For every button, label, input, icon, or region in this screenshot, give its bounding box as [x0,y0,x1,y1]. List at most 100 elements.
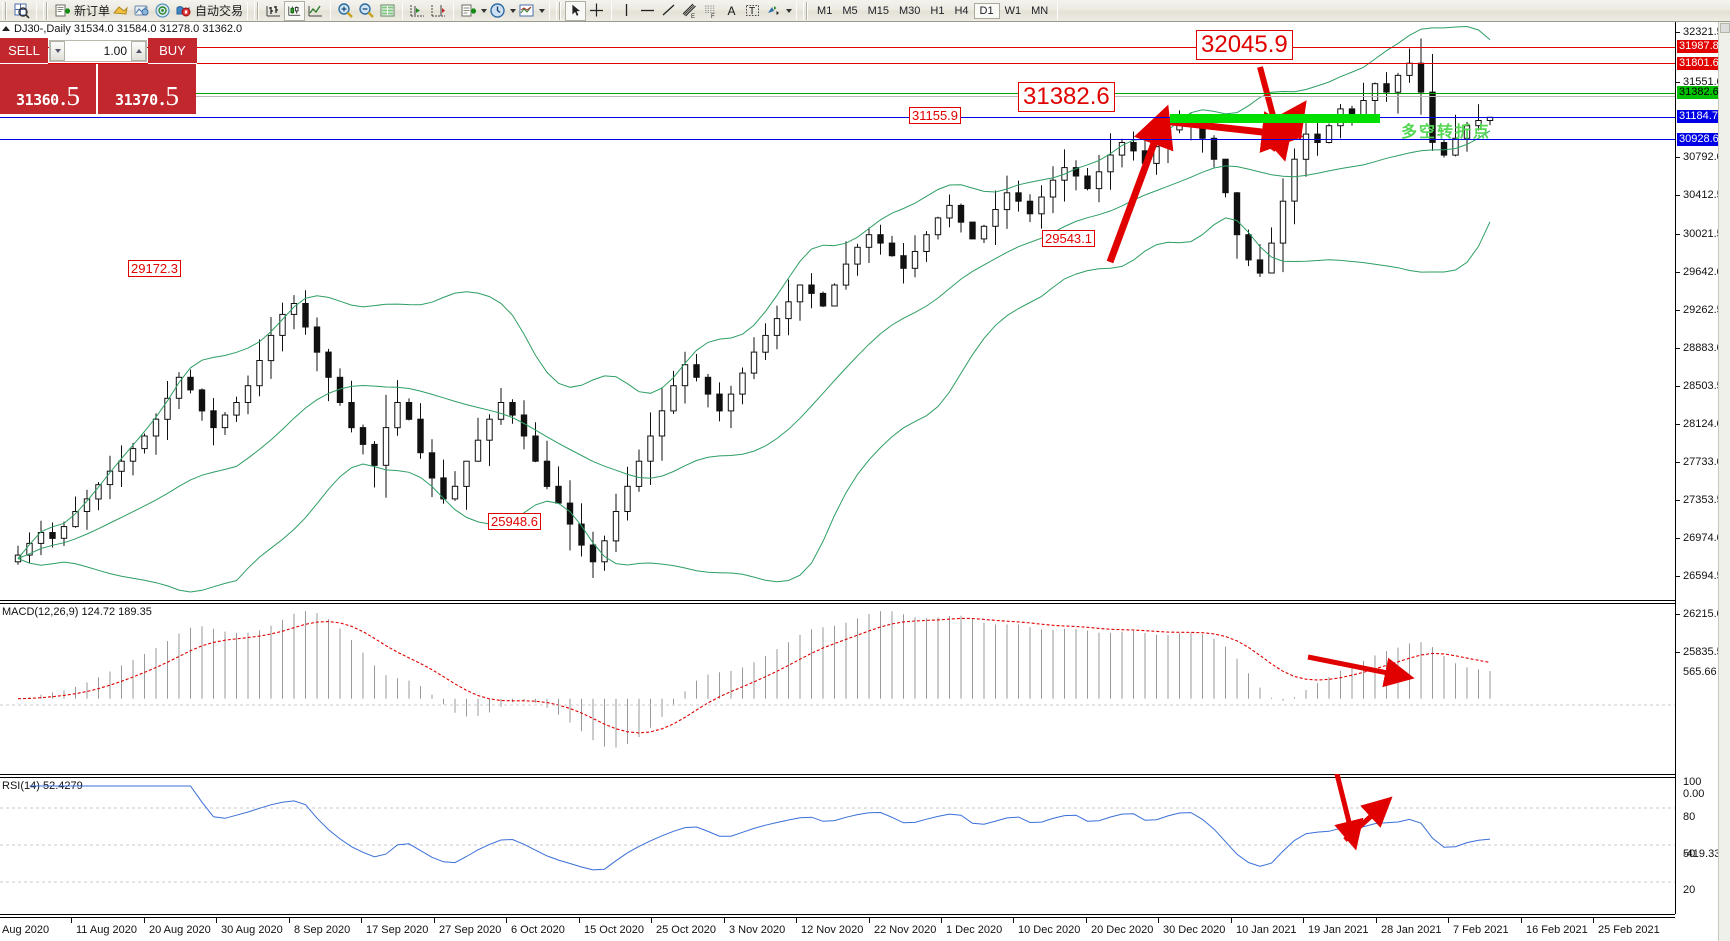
shapes-arrows-icon[interactable] [763,1,784,21]
templates-dropdown-icon[interactable] [539,8,546,13]
vertical-scrollbar[interactable] [1718,22,1730,941]
drawn-arrow-rsi [1334,774,1393,851]
volume-stepper[interactable]: 1.00 [49,40,147,62]
add-indicator-dropdown-icon[interactable] [481,8,488,13]
autotrading-button[interactable] [173,1,194,21]
new-order-label[interactable]: 新订单 [74,4,111,18]
date-tick [361,918,362,923]
period-clock-icon[interactable] [487,1,508,21]
one-click-trading-panel[interactable]: SELL 1.00 BUY 31360.5 31370.5 [0,38,197,114]
tab-mn[interactable]: MN [1031,4,1049,17]
new-order-button[interactable] [52,1,73,21]
indicators-icon[interactable] [110,1,131,21]
collapse-triangle-icon [2,26,10,31]
date-tick [579,918,580,923]
data-window-icon[interactable] [377,1,398,21]
auto-scroll-icon[interactable] [428,1,449,21]
price-tick [1676,576,1680,577]
date-tick-label: 10 Jan 2021 [1236,924,1297,936]
sell-price[interactable]: 31360.5 [0,64,98,114]
price-tick-label: 26215.0 [1683,608,1723,620]
fibonacci-icon[interactable]: F [700,1,721,21]
terminal-icon[interactable] [131,1,152,21]
volume-increment-button[interactable] [131,41,146,61]
tab-m5[interactable]: M5 [842,4,858,17]
svg-text:F: F [711,14,715,19]
toolbar-grip-3[interactable] [254,1,262,20]
price-tick [1676,234,1680,235]
tab-h4[interactable]: H4 [954,4,969,17]
text-label-icon[interactable]: T [742,1,763,21]
signals-icon[interactable] [152,1,173,21]
crosshair-icon[interactable] [586,1,607,21]
toolbar-separator-4 [402,1,404,20]
period-dropdown-icon[interactable] [510,8,517,13]
zoom-in-icon[interactable] [335,1,356,21]
templates-icon[interactable] [516,1,537,21]
text-icon[interactable]: A [727,3,736,18]
price-tick [1676,462,1680,463]
date-tick-label: 25 Feb 2021 [1598,924,1660,936]
date-tick-label: 19 Jan 2021 [1308,924,1369,936]
add-indicator-icon[interactable] [458,1,479,21]
price-tick [1676,500,1680,501]
volume-decrement-button[interactable] [50,41,65,61]
trendline-icon[interactable] [658,1,679,21]
tab-w1[interactable]: W1 [1004,4,1022,17]
zoom-out-icon[interactable] [356,1,377,21]
axis-chip-31801: 31801.6 [1677,57,1721,70]
tab-m15[interactable]: M15 [867,4,889,17]
tab-m1[interactable]: M1 [817,4,833,17]
date-tick-label: 7 Feb 2021 [1453,924,1509,936]
price-pane[interactable]: 29172.3 25948.6 29543.1 31155.9 31382.6 … [0,22,1675,596]
toolbar-grip[interactable] [2,1,9,20]
cursor-icon[interactable] [565,0,587,21]
toolbar-grip-2[interactable] [43,1,50,20]
shapes-dropdown-icon[interactable] [786,8,793,13]
price-note-29543[interactable]: 29543.1 [1042,230,1095,247]
buy-price[interactable]: 31370.5 [98,64,196,114]
price-note-32045[interactable]: 32045.9 [1196,30,1293,60]
macd-pane[interactable]: MACD(12,26,9) 124.72 189.35 [0,600,1675,770]
price-note-29172[interactable]: 29172.3 [128,260,181,277]
buy-button[interactable]: BUY [148,38,197,64]
tab-m30[interactable]: M30 [899,4,921,17]
vertical-line-icon[interactable] [616,1,637,21]
price-tick-label: 30792.0 [1683,151,1723,163]
price-tick [1676,348,1680,349]
price-note-31382[interactable]: 31382.6 [1018,82,1115,112]
date-tick-label: 20 Dec 2020 [1091,924,1154,936]
volume-value[interactable]: 1.00 [103,44,127,58]
toolbar-separator-8 [796,1,798,20]
date-tick-label: 28 Jan 2021 [1381,924,1442,936]
date-axis[interactable]: Aug 2020 11 Aug 2020 20 Aug 2020 30 Aug 202… [0,914,1675,941]
tab-d1[interactable]: D1 [973,2,1000,19]
sell-button[interactable]: SELL [0,38,48,64]
crosshair-magnifier-icon[interactable] [11,1,32,21]
line-chart-icon[interactable] [305,1,326,21]
chart-shift-icon[interactable] [407,1,428,21]
rsi-pane[interactable]: RSI(14) 52.4279 [0,774,1675,914]
date-tick [434,918,435,923]
bar-chart-icon[interactable] [263,1,284,21]
date-tick [941,918,942,923]
scroll-up-button[interactable] [1720,23,1730,33]
price-note-25948[interactable]: 25948.6 [488,513,541,530]
candlestick-chart-icon[interactable] [284,0,306,21]
date-tick-label: 10 Dec 2020 [1018,924,1081,936]
price-note-31155[interactable]: 31155.9 [909,107,962,124]
toolbar-grip-5[interactable] [803,1,811,20]
date-tick [1231,918,1232,923]
axis-chip-31382: 31382.6 [1677,86,1721,99]
toolbar-grip-4[interactable] [556,1,564,20]
autotrading-label[interactable]: 自动交易 [195,4,244,18]
price-tick-label: 25835.5 [1683,646,1723,658]
date-tick [651,918,652,923]
level-line-gray [0,96,1675,97]
chart-window[interactable]: DJ30-,Daily 31534.0 31584.0 31278.0 3136… [0,22,1730,941]
date-tick [1013,918,1014,923]
equidistant-channel-icon[interactable]: E [679,1,700,21]
tab-h1[interactable]: H1 [930,4,945,17]
horizontal-line-icon[interactable] [637,1,658,21]
level-line-31987 [0,47,1675,48]
